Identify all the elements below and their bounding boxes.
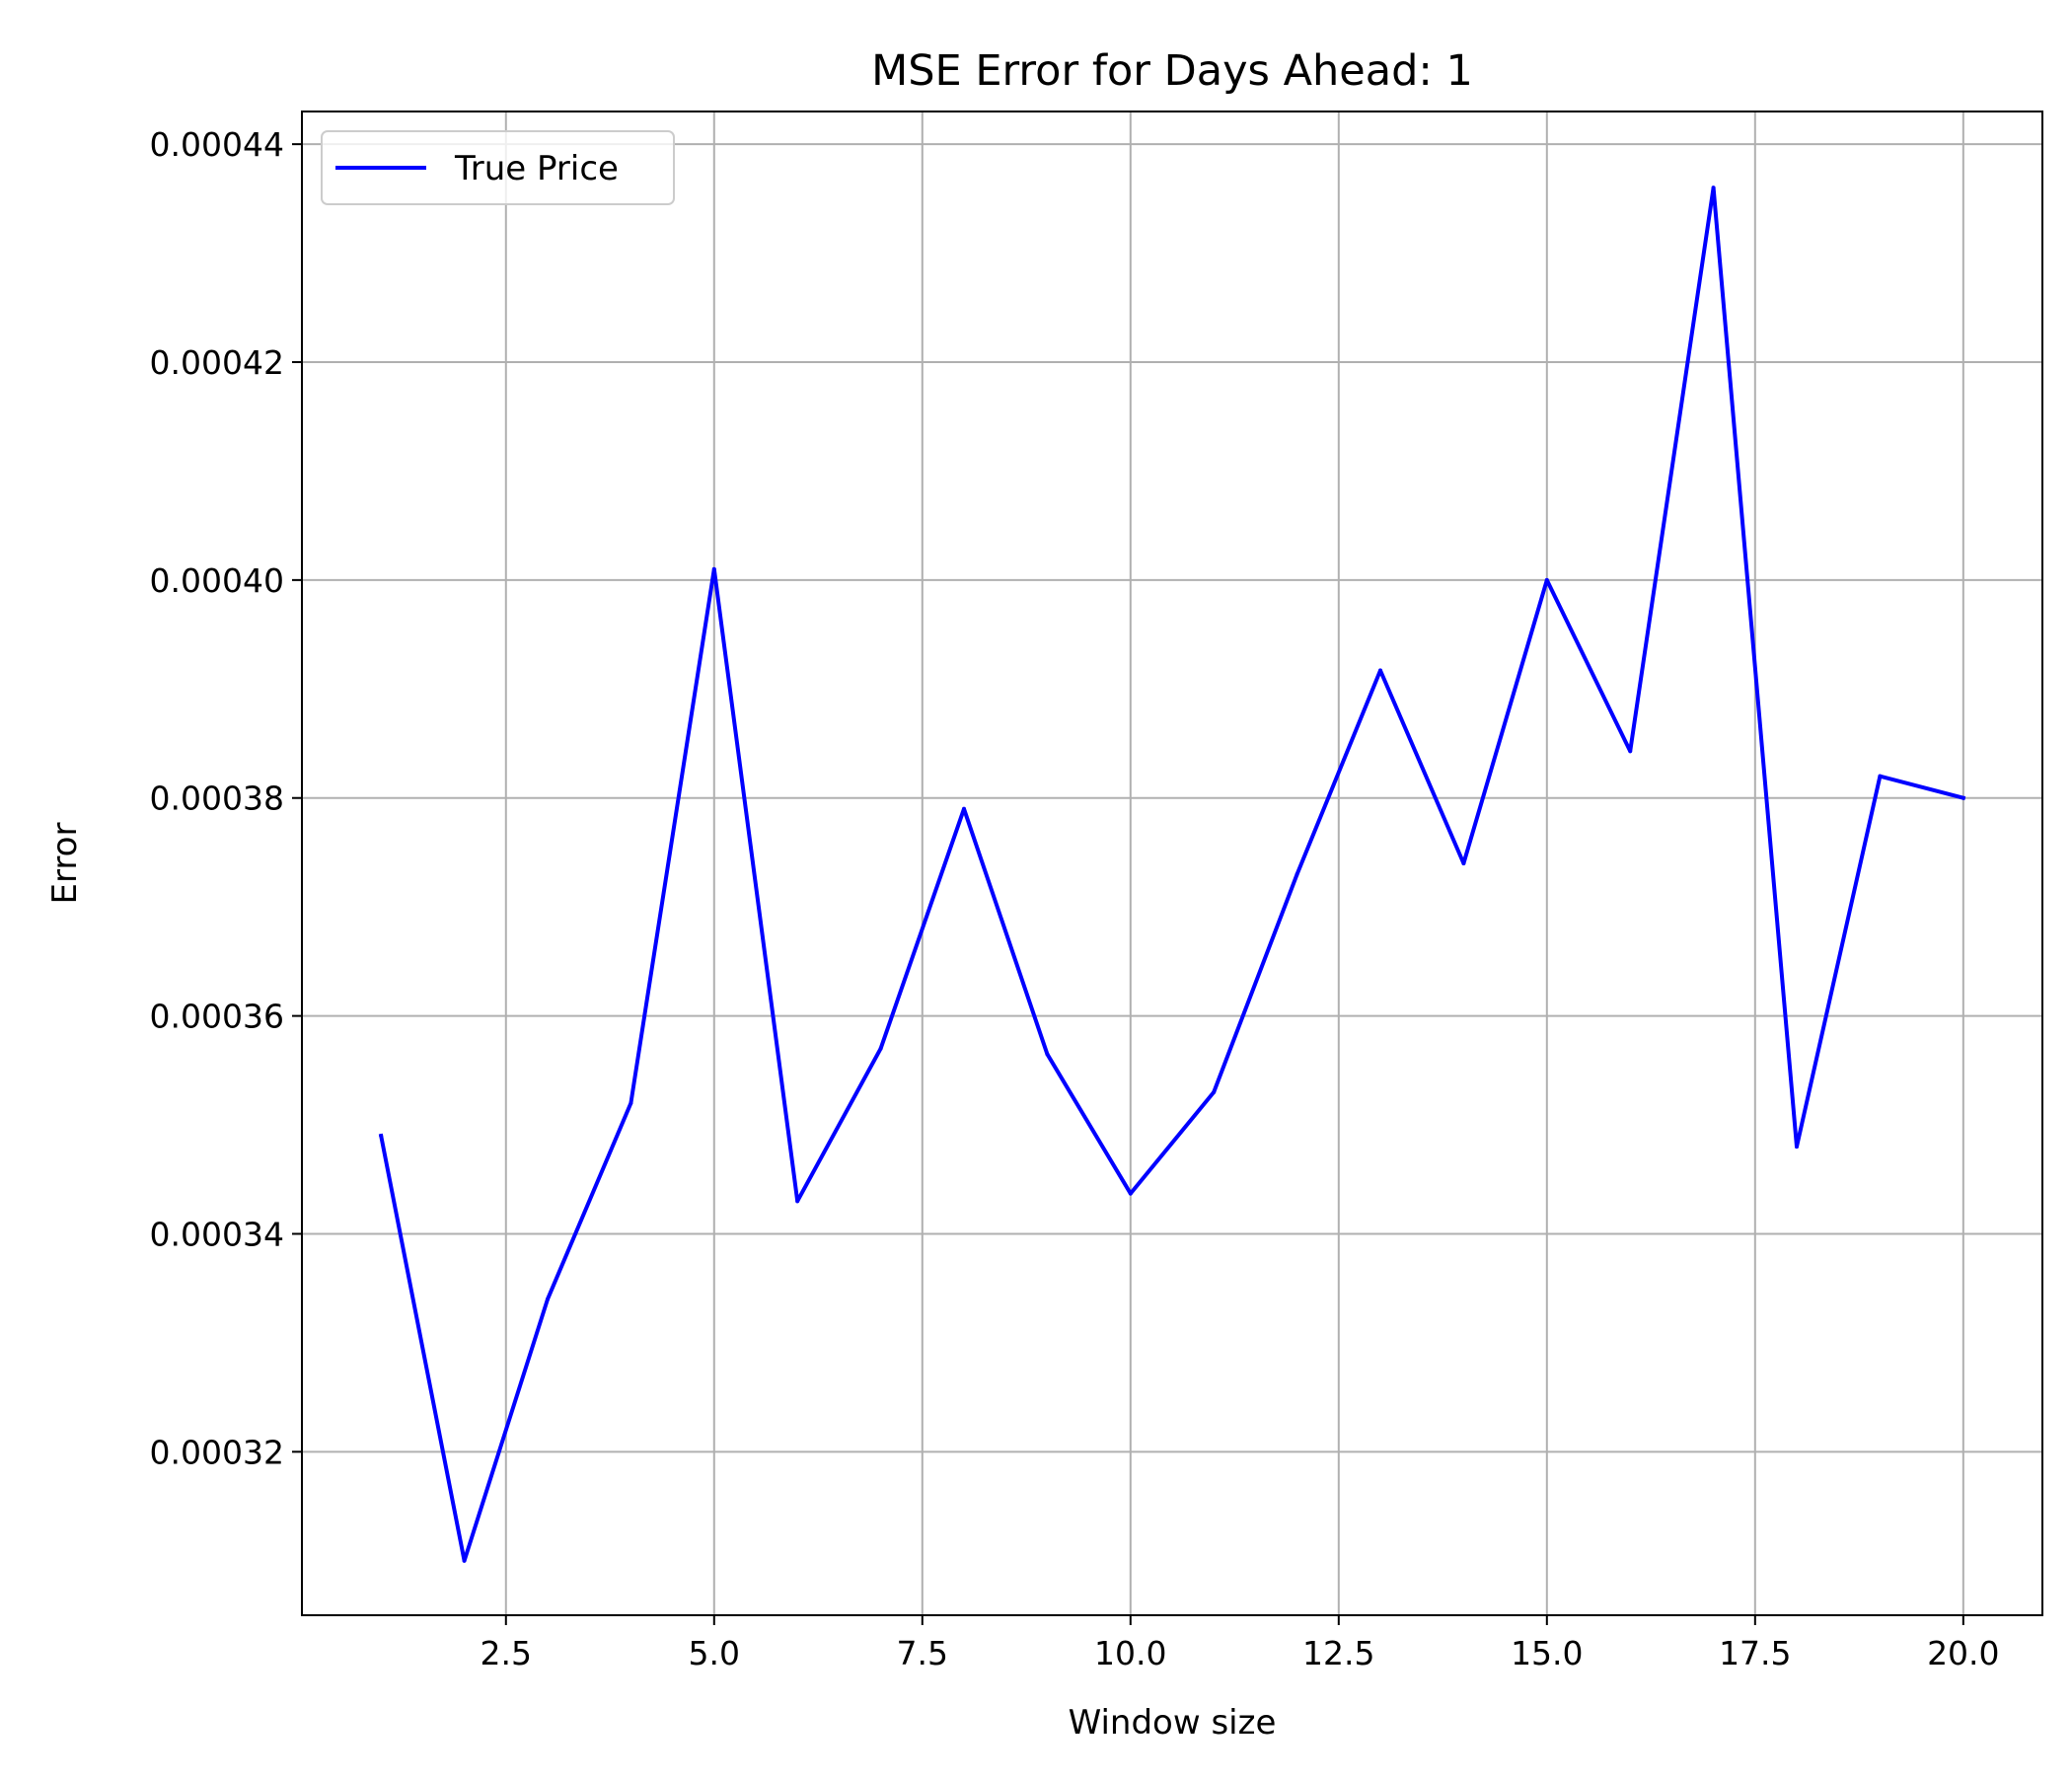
data-point [379, 1134, 384, 1139]
chart-title: MSE Error for Days Ahead: 1 [871, 46, 1473, 96]
y-axis-ticks: 0.00032 0.00034 0.00036 0.00038 0.00040 0.000… [150, 125, 302, 1471]
data-point [629, 1100, 633, 1105]
y-tick-label: 0.00044 [150, 125, 284, 164]
x-tick-label: 5.0 [689, 1634, 740, 1672]
data-point [1461, 861, 1466, 865]
data-point [462, 1558, 467, 1563]
x-axis-title: Window size [1069, 1703, 1277, 1743]
x-tick-label: 17.5 [1719, 1634, 1791, 1672]
y-tick-label: 0.00042 [150, 343, 284, 382]
data-point [711, 566, 716, 571]
data-point [545, 1297, 550, 1301]
y-tick-label: 0.00034 [150, 1215, 284, 1253]
y-tick-label: 0.00036 [150, 998, 284, 1036]
legend-label-true-price: True Price [454, 149, 619, 188]
data-point [1795, 1145, 1800, 1150]
x-tick-label: 2.5 [481, 1634, 532, 1672]
x-tick-label: 12.5 [1302, 1634, 1374, 1672]
data-point [795, 1199, 800, 1204]
x-tick-label: 20.0 [1927, 1634, 1999, 1672]
data-point [878, 1046, 883, 1051]
y-tick-label: 0.00038 [150, 779, 284, 818]
x-tick-label: 7.5 [897, 1634, 948, 1672]
data-point [1961, 795, 1965, 800]
plot-frame [301, 111, 2043, 1616]
x-tick-label: 15.0 [1511, 1634, 1583, 1672]
data-point [1544, 577, 1549, 582]
y-tick-label: 0.00040 [150, 561, 284, 600]
y-tick-label: 0.00032 [150, 1433, 284, 1471]
data-point [1128, 1191, 1133, 1196]
data-point [1878, 774, 1883, 779]
y-axis-title: Error [45, 823, 85, 905]
data-point [1378, 668, 1383, 673]
data-point [961, 806, 966, 811]
series-line-true-price [378, 186, 1966, 1563]
data-point [1212, 1089, 1217, 1094]
legend-box [321, 130, 675, 205]
data-point [1628, 749, 1633, 754]
data-point [1295, 872, 1299, 877]
data-point [1711, 186, 1716, 190]
x-axis-ticks: 2.5 5.0 7.5 10.0 12.5 15.0 17.5 20.0 [481, 1615, 2000, 1672]
legend: True Price [321, 130, 675, 205]
x-tick-label: 10.0 [1094, 1634, 1166, 1672]
grid-lines [302, 111, 2042, 1615]
data-point [1045, 1052, 1050, 1057]
series-layer [378, 186, 1966, 1563]
